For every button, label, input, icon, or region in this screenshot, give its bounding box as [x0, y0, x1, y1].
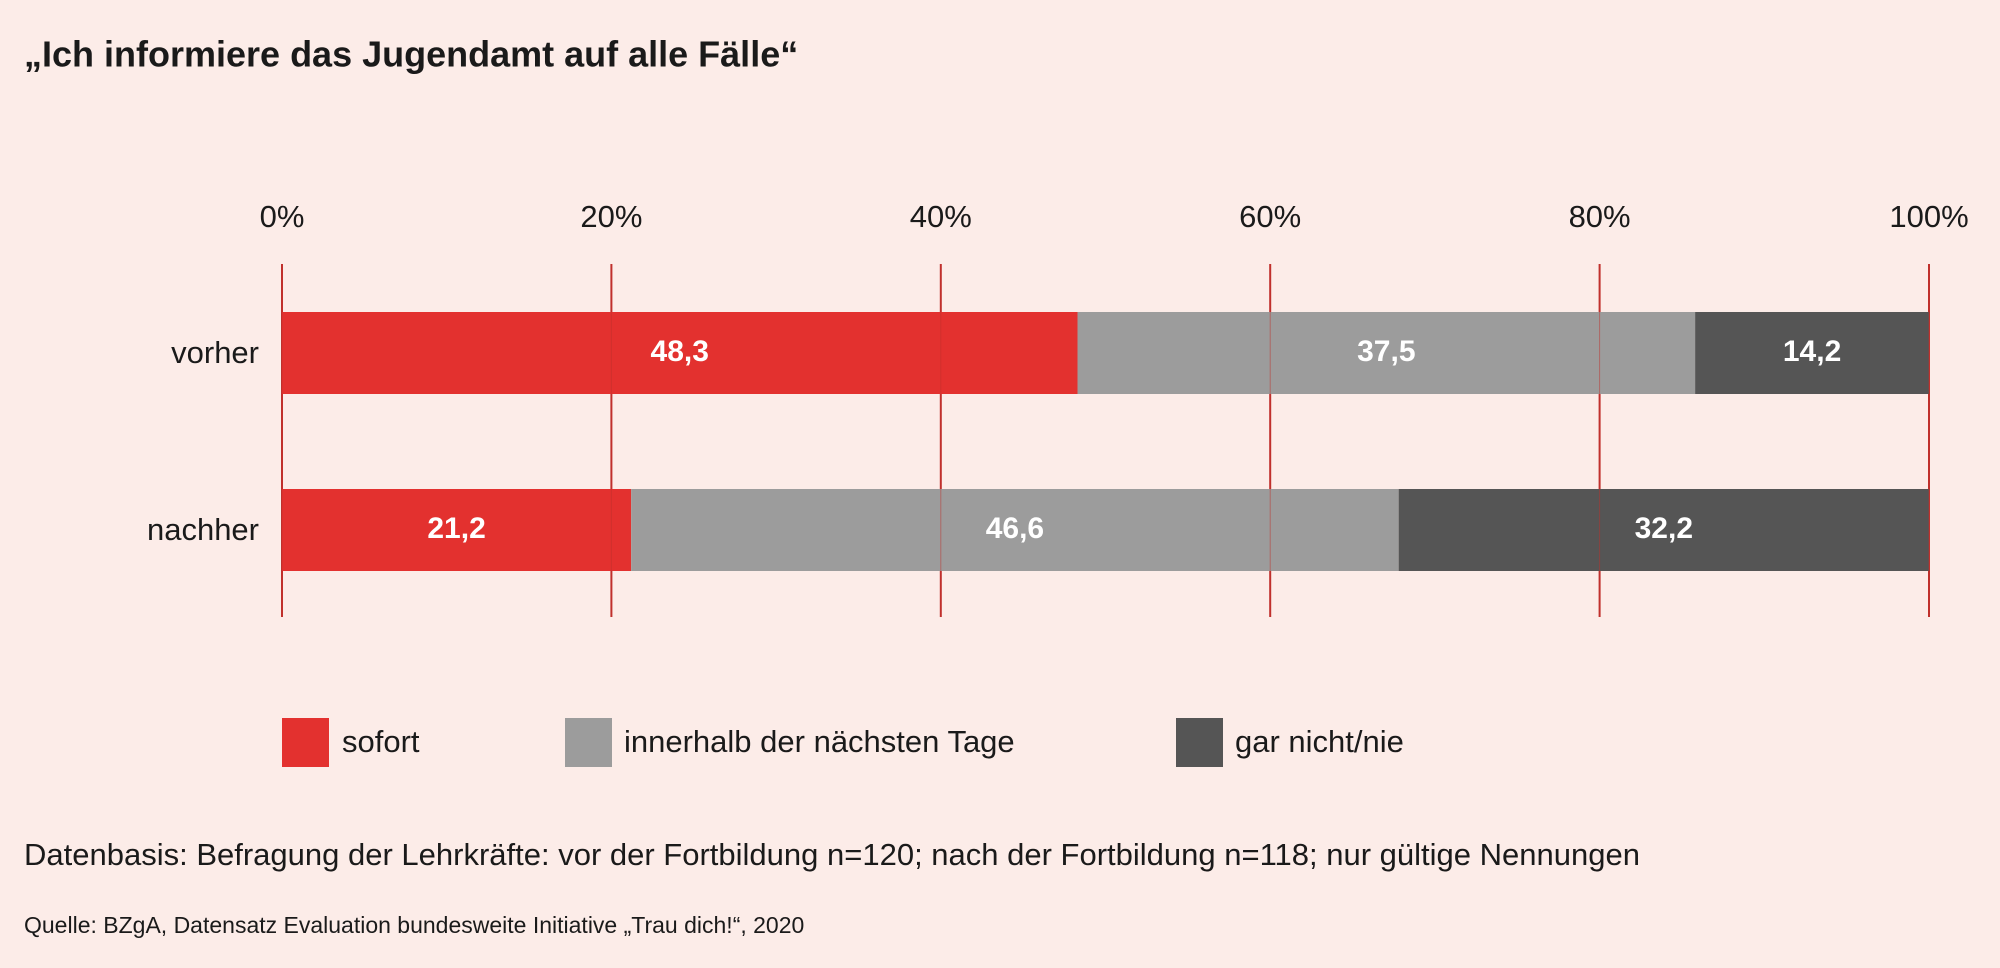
- category-label: nachher: [147, 512, 259, 547]
- legend-swatch: [1176, 718, 1223, 767]
- x-tick-label: 100%: [1889, 199, 1968, 234]
- bar-segment: [282, 489, 632, 571]
- value-label: 32,2: [1635, 512, 1693, 545]
- value-label: 21,2: [427, 512, 485, 545]
- legend-swatch: [282, 718, 329, 767]
- value-label: 37,5: [1357, 335, 1415, 368]
- value-label: 48,3: [651, 335, 709, 368]
- legend-label: sofort: [342, 724, 420, 759]
- note: Datenbasis: Befragung der Lehrkräfte: vo…: [24, 837, 1640, 872]
- bar-segment: [1077, 312, 1696, 394]
- category-label: vorher: [171, 335, 259, 370]
- x-tick-label: 40%: [910, 199, 972, 234]
- bar-segment: [631, 489, 1399, 571]
- x-tick-label: 80%: [1569, 199, 1631, 234]
- legend-label: innerhalb der nächsten Tage: [624, 724, 1015, 759]
- value-label: 14,2: [1783, 335, 1841, 368]
- x-tick-label: 20%: [580, 199, 642, 234]
- value-label: 46,6: [986, 512, 1044, 545]
- bar-segment: [1695, 312, 1929, 394]
- source: Quelle: BZgA, Datensatz Evaluation bunde…: [24, 912, 804, 938]
- x-tick-label: 60%: [1239, 199, 1301, 234]
- legend-label: gar nicht/nie: [1235, 724, 1404, 759]
- bar-segment: [1398, 489, 1929, 571]
- x-tick-label: 0%: [260, 199, 305, 234]
- chart-title: „Ich informiere das Jugendamt auf alle F…: [24, 34, 798, 75]
- bar-segment: [282, 312, 1078, 394]
- legend-swatch: [565, 718, 612, 767]
